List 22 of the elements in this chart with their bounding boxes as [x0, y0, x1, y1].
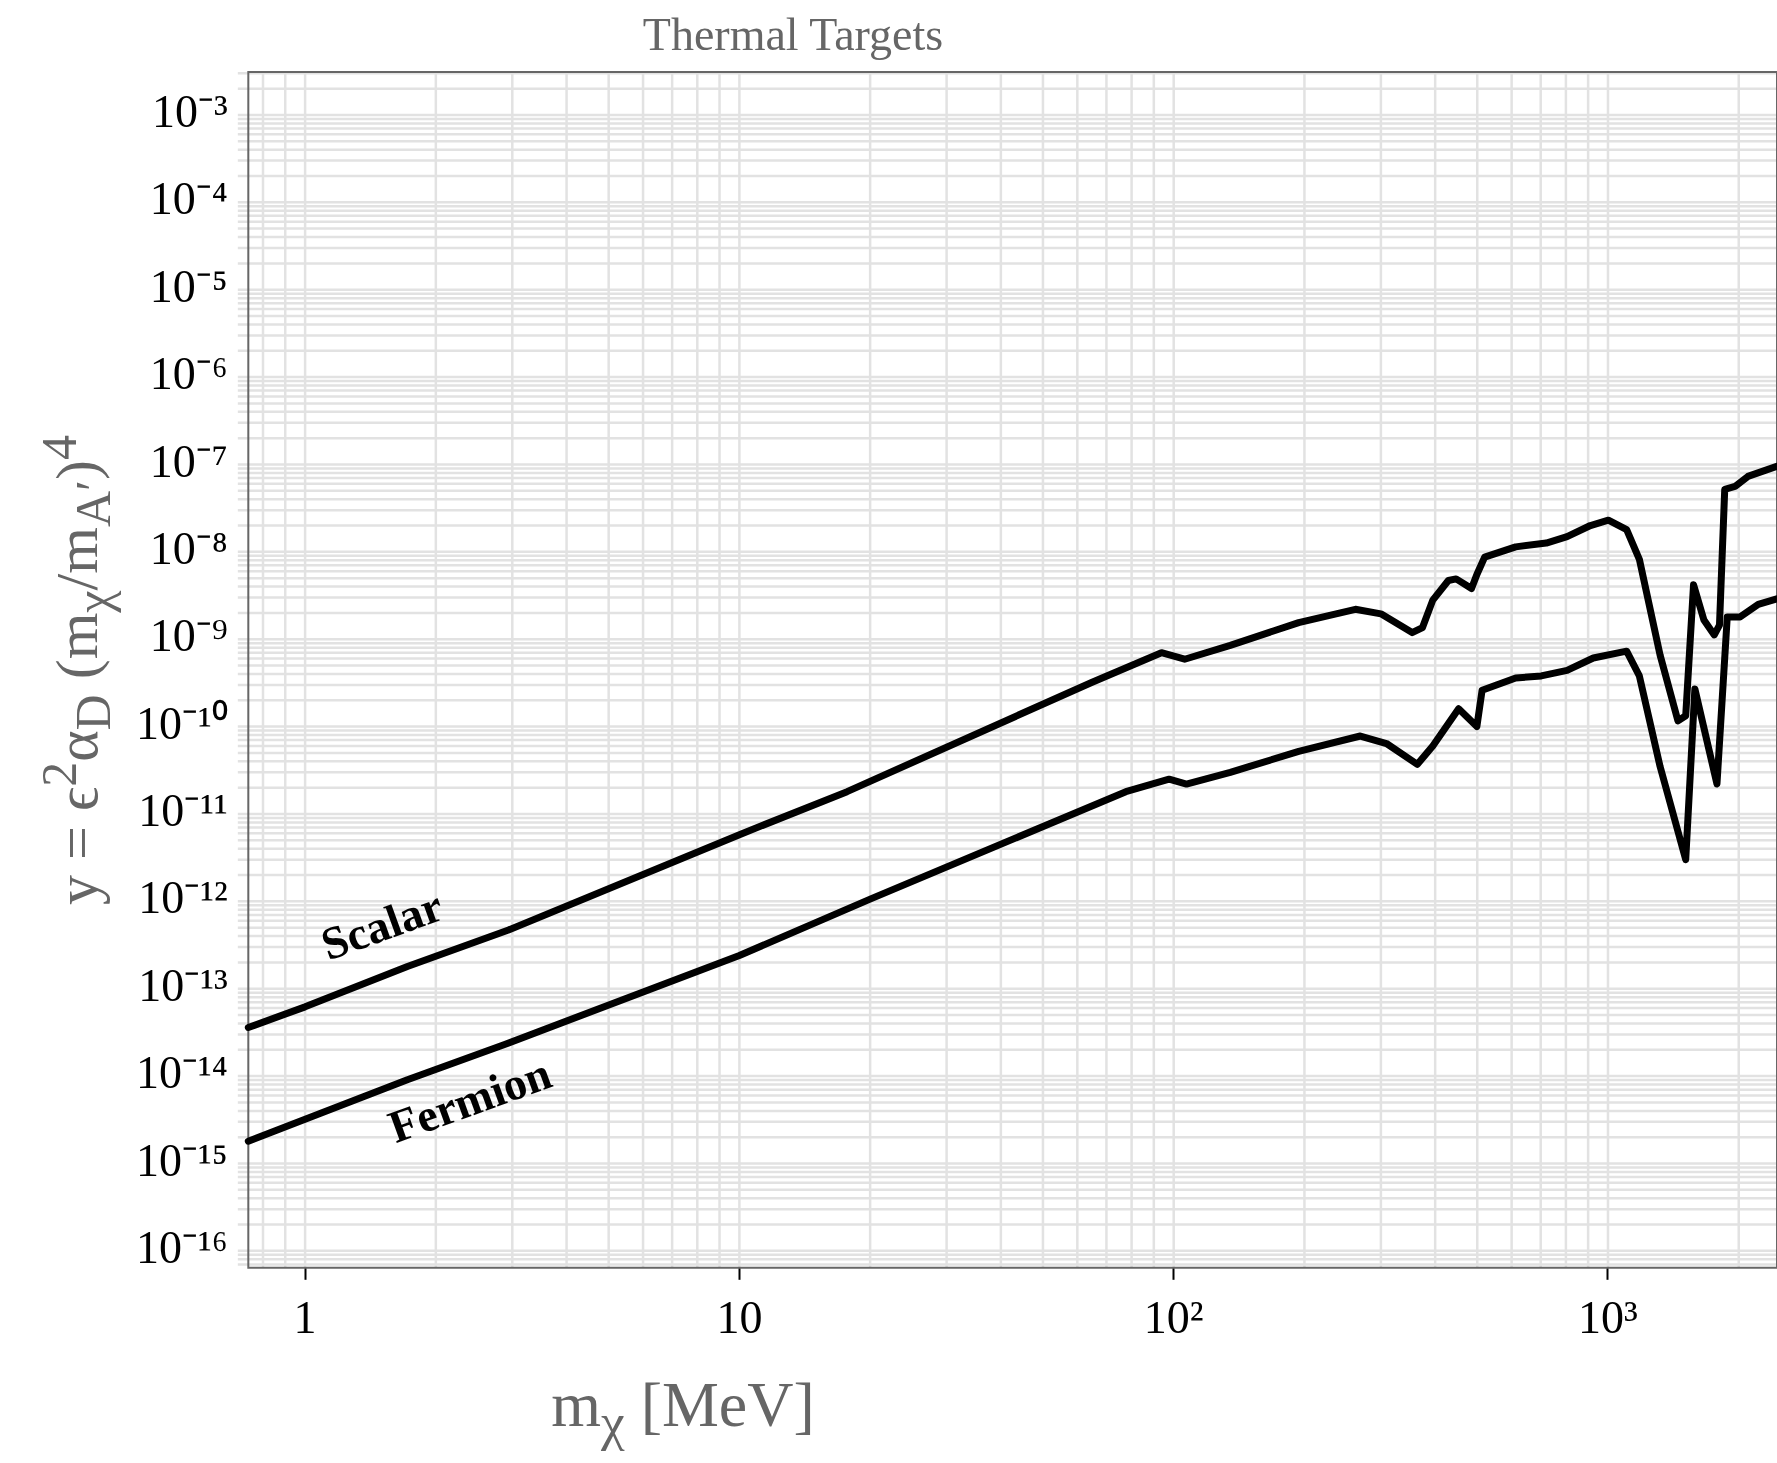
- text: Scalar: [314, 879, 450, 971]
- y-tick-label: 10⁻⁷: [149, 435, 228, 487]
- y-tick-label: 10⁻⁹: [149, 610, 228, 662]
- y-tick-label: 10⁻¹⁵: [136, 1134, 228, 1186]
- chart-title: Thermal Targets: [641, 8, 945, 61]
- text: Fermion: [381, 1047, 558, 1153]
- y-tick-label: 10⁻¹⁰: [136, 697, 228, 749]
- y-tick-label: 10⁻¹⁶: [136, 1221, 228, 1273]
- y-tick-label: 10⁻¹²: [138, 872, 228, 924]
- y-tick-label: 10⁻⁴: [149, 173, 228, 225]
- x-tick-label: 10³: [1578, 1292, 1638, 1344]
- x-tick-label: 10²: [1143, 1292, 1204, 1344]
- y-tick-label: 10⁻³: [152, 86, 228, 138]
- y-tick-label: 10⁻¹¹: [138, 785, 228, 837]
- x-tick-label: 10: [716, 1292, 763, 1344]
- y-tick-label: 10⁻¹⁴: [136, 1047, 228, 1099]
- x-tick-label: 1: [293, 1292, 317, 1344]
- y-tick-label: 10⁻¹³: [138, 959, 228, 1011]
- y-tick-label: 10⁻⁸: [149, 522, 228, 574]
- y-tick-label: 10⁻⁶: [149, 348, 228, 400]
- y-tick-label: 10⁻⁵: [149, 260, 228, 312]
- x-axis-title: m$_{χ}$ [MeV]: [550, 1368, 816, 1453]
